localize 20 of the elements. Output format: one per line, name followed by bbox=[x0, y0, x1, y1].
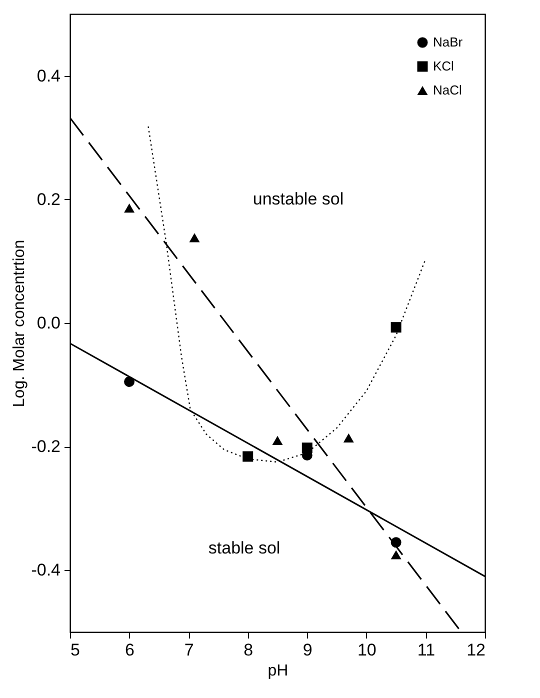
x-axis-title: pH bbox=[268, 662, 288, 680]
x-tick-label: 7 bbox=[184, 640, 194, 660]
x-tick-label: 12 bbox=[466, 640, 486, 660]
x-tick-label: 9 bbox=[302, 640, 312, 660]
annotation: unstable sol bbox=[252, 189, 344, 208]
y-tick-label: -0.4 bbox=[31, 560, 60, 580]
y-tick-label: 0.2 bbox=[36, 190, 60, 209]
x-tick-label: 6 bbox=[125, 640, 135, 660]
x-tick-label: 11 bbox=[417, 640, 436, 660]
x-tick-label: 10 bbox=[357, 640, 376, 660]
y-tick-label: -0.2 bbox=[31, 437, 60, 456]
x-tick-label: 8 bbox=[244, 640, 254, 660]
legend-label: NaBr bbox=[433, 34, 464, 50]
y-axis-title: Log. Molar concentrtion bbox=[11, 240, 28, 408]
legend-label: NaCl bbox=[433, 82, 462, 98]
x-tick-label: 5 bbox=[70, 640, 80, 660]
y-tick-label: 0.4 bbox=[36, 66, 60, 86]
legend-label: KCl bbox=[433, 58, 454, 74]
annotation: stable sol bbox=[208, 538, 280, 558]
y-tick-label: 0.0 bbox=[36, 314, 60, 332]
